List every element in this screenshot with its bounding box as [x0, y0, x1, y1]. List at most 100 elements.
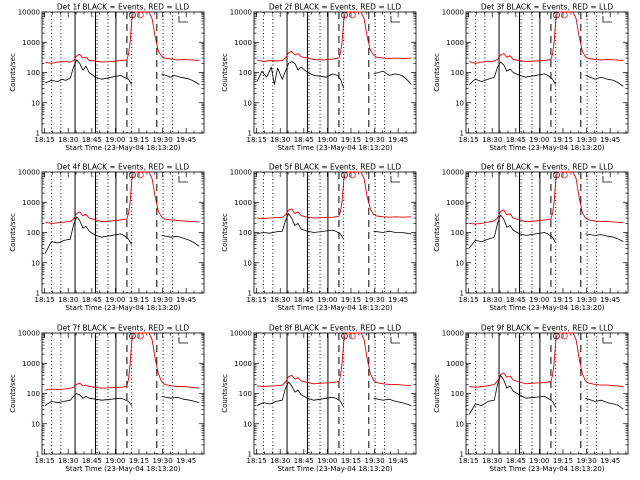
y-tick-label: 100	[239, 390, 252, 398]
legend-box	[390, 16, 400, 23]
x-tick-label: 19:15	[129, 136, 149, 144]
x-tick-label: 19:45	[176, 296, 196, 304]
x-tick-label: 19:30	[364, 136, 384, 144]
events-series-line	[585, 397, 624, 410]
x-tick-label: 19:45	[388, 136, 408, 144]
y-tick-label: 1000	[22, 199, 40, 207]
y-tick-label: 1	[248, 451, 252, 459]
events-series-line	[161, 396, 200, 403]
x-tick-label: 19:15	[341, 136, 361, 144]
y-axis-label: Counts/sec	[9, 53, 17, 92]
events-series-line	[373, 397, 412, 406]
x-axis-label: Start Time (23-May-04 18:13:20)	[65, 304, 180, 312]
y-tick-label: 1000	[234, 39, 252, 47]
y-axis-label: Counts/sec	[433, 213, 441, 252]
y-axis-label: Counts/sec	[9, 374, 17, 413]
events-series-line	[44, 393, 133, 406]
y-tick-label: 1	[460, 130, 464, 138]
x-tick-label: 18:30	[482, 136, 502, 144]
plot-frame	[253, 171, 417, 294]
x-tick-label: 19:30	[152, 457, 172, 465]
y-tick-label: 10	[455, 99, 464, 107]
saturation-marker	[560, 332, 568, 340]
events-series-line	[256, 61, 345, 89]
x-tick-label: 19:00	[529, 296, 549, 304]
saturation-marker	[553, 11, 560, 19]
plot-frame	[465, 332, 629, 455]
plot-frame	[253, 332, 417, 455]
x-tick-label: 18:45	[506, 136, 526, 144]
x-tick-label: 19:30	[576, 136, 596, 144]
y-tick-label: 10000	[442, 9, 464, 17]
y-tick-label: 100	[451, 229, 464, 237]
y-tick-label: 10000	[442, 330, 464, 338]
saturation-marker	[341, 332, 348, 340]
y-tick-label: 1	[36, 451, 40, 459]
y-tick-label: 10	[243, 99, 252, 107]
chart-panel-2: Det 2f BLACK = Events, RED = LLD 1 10 100 10…	[221, 3, 417, 152]
y-tick-label: 10	[31, 99, 40, 107]
lld-series-line	[257, 171, 412, 219]
legend-box	[178, 337, 188, 344]
x-tick-label: 18:15	[35, 136, 55, 144]
y-tick-label: 100	[27, 390, 40, 398]
y-tick-label: 100	[451, 69, 464, 77]
chart-title: Det 7f BLACK = Events, RED = LLD	[57, 324, 190, 333]
y-tick-label: 10000	[18, 9, 40, 17]
plot-frame	[41, 332, 205, 455]
y-tick-label: 1000	[446, 360, 464, 368]
events-series-line	[585, 233, 624, 242]
events-series-line	[161, 235, 200, 247]
x-tick-label: 19:15	[129, 296, 149, 304]
y-axis-label: Counts/sec	[221, 374, 229, 413]
x-tick-label: 18:15	[247, 296, 267, 304]
x-tick-label: 18:45	[82, 296, 102, 304]
x-tick-label: 19:30	[576, 457, 596, 465]
y-tick-label: 100	[451, 390, 464, 398]
x-tick-label: 18:45	[82, 457, 102, 465]
chart-title: Det 2f BLACK = Events, RED = LLD	[269, 3, 402, 12]
y-tick-label: 10	[243, 259, 252, 267]
x-tick-label: 18:15	[247, 457, 267, 465]
lld-series-line	[45, 11, 200, 64]
y-tick-label: 100	[27, 69, 40, 77]
saturation-marker	[348, 332, 356, 340]
lld-series-line	[257, 332, 412, 387]
chart-panel-5: Det 5f BLACK = Events, RED = LLD 1 10 100 10…	[221, 163, 417, 312]
saturation-marker	[560, 11, 568, 19]
x-tick-label: 19:30	[152, 296, 172, 304]
x-tick-label: 18:45	[294, 136, 314, 144]
y-tick-label: 1	[36, 130, 40, 138]
legend-box	[602, 16, 612, 23]
x-tick-label: 19:00	[105, 136, 125, 144]
x-tick-label: 19:00	[105, 457, 125, 465]
y-tick-label: 1	[460, 451, 464, 459]
x-tick-label: 19:15	[341, 296, 361, 304]
plot-frame	[465, 11, 629, 134]
chart-panel-7: Det 7f BLACK = Events, RED = LLD 1 10 100 10…	[9, 324, 205, 473]
y-axis-label: Counts/sec	[221, 53, 229, 92]
x-axis-label: Start Time (23-May-04 18:13:20)	[277, 465, 392, 473]
x-tick-label: 18:30	[270, 296, 290, 304]
x-tick-label: 19:45	[600, 136, 620, 144]
x-tick-label: 19:15	[341, 457, 361, 465]
y-tick-label: 10000	[230, 330, 252, 338]
x-tick-label: 19:30	[152, 136, 172, 144]
saturation-marker	[129, 332, 136, 340]
chart-title: Det 6f BLACK = Events, RED = LLD	[481, 163, 614, 172]
chart-title: Det 3f BLACK = Events, RED = LLD	[481, 3, 614, 12]
y-tick-label: 1	[36, 290, 40, 298]
x-tick-label: 19:15	[553, 457, 573, 465]
x-tick-label: 19:45	[388, 457, 408, 465]
legend-box	[602, 176, 612, 183]
legend-box	[178, 16, 188, 23]
saturation-marker	[129, 171, 136, 179]
x-tick-label: 19:15	[553, 136, 573, 144]
y-axis-label: Counts/sec	[9, 213, 17, 252]
x-tick-label: 18:45	[294, 296, 314, 304]
chart-panel-3: Det 3f BLACK = Events, RED = LLD 1 10 100 10…	[433, 3, 629, 152]
x-tick-label: 18:30	[58, 296, 78, 304]
x-tick-label: 19:45	[176, 136, 196, 144]
x-tick-label: 19:15	[129, 457, 149, 465]
